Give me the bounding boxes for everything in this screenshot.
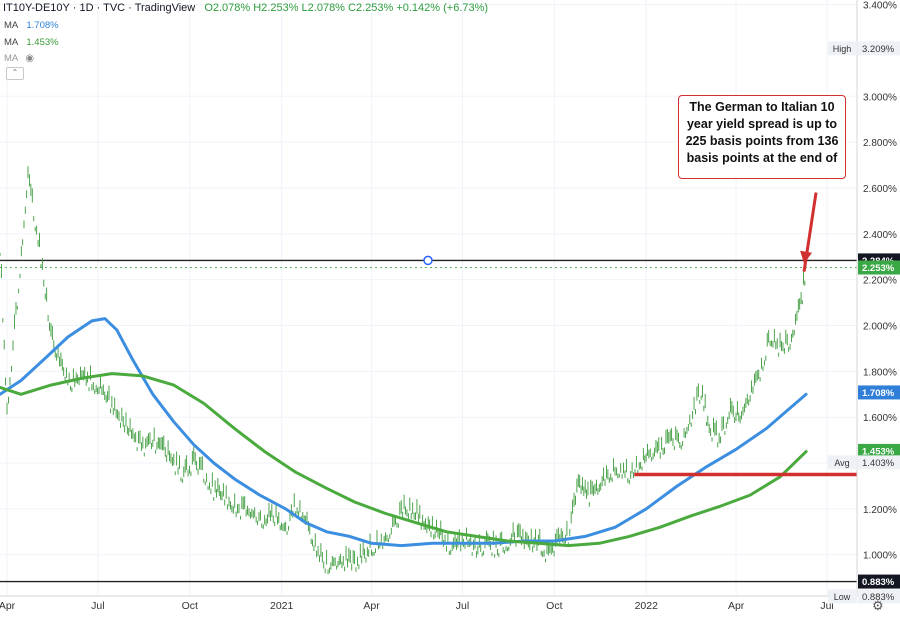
separator: · <box>72 2 80 14</box>
price-label-tag-bg <box>828 589 857 604</box>
ma-label: MA <box>4 53 18 64</box>
price-label-tag: Avg <box>834 458 849 468</box>
price-label-bg <box>858 260 900 275</box>
y-tick-label: 2.800% <box>863 138 897 149</box>
grid-lines <box>0 0 857 596</box>
ma-value: 1.708% <box>26 20 59 31</box>
annotation-line: year yield spread is up to <box>686 117 838 131</box>
ma-label: MA <box>4 37 18 48</box>
y-tick-label: 1.200% <box>863 505 897 516</box>
y-tick-label: 2.400% <box>863 230 897 241</box>
x-tick-label: Jul <box>91 600 104 612</box>
price-label-value: 0.883% <box>862 577 895 588</box>
data-source: TVC <box>103 2 126 14</box>
price-label-tag-bg <box>828 41 857 56</box>
legend-header[interactable]: IT10Y-DE10Y · 1D · TVC · TradingView O2.… <box>3 2 488 14</box>
price-label-value: 2.253% <box>862 263 895 274</box>
level-line-handle <box>423 255 433 266</box>
price-label-tag: Low <box>834 592 851 602</box>
price-labels: High3.209%2.284%2.253%1.708%1.453%Avg1.4… <box>828 41 900 604</box>
ma-line-fast <box>0 317 808 548</box>
price-label-tag-bg <box>828 455 857 470</box>
annotation-line: The German to Italian 10 <box>689 100 835 114</box>
price-label-value: 1.403% <box>862 458 895 469</box>
price-label-bg <box>858 443 900 458</box>
timeframe: 1D <box>79 2 94 14</box>
ma-legend-hidden[interactable]: MA ◉ <box>4 53 34 64</box>
y-tick-label: 1.000% <box>863 551 897 562</box>
price-label-bg <box>858 589 900 604</box>
separator: · <box>96 2 104 14</box>
price-label-bg <box>858 41 900 56</box>
y-tick-label: 3.400% <box>863 1 897 12</box>
x-tick-label: 2022 <box>635 600 659 612</box>
x-tick-label: Apr <box>363 600 380 612</box>
x-tick-label: Apr <box>728 600 745 612</box>
ma-line-slow <box>0 372 808 548</box>
y-tick-label: 2.200% <box>863 276 897 287</box>
y-tick-label: 2.600% <box>863 184 897 195</box>
ohlc-values: O2.078% H2.253% L2.078% C2.253% +0.142% … <box>204 2 489 14</box>
price-label-value: 0.883% <box>862 592 895 603</box>
annotation-line: 225 basis points from 136 <box>685 134 839 148</box>
x-tick-label: Oct <box>546 600 562 612</box>
annotation-layer <box>634 192 857 477</box>
price-label-bg <box>858 385 900 400</box>
y-tick-label: 3.000% <box>863 92 897 103</box>
y-tick-label: 2.000% <box>863 322 897 333</box>
ma-legend-fast[interactable]: MA 1.708% <box>4 20 59 31</box>
symbol-name: IT10Y-DE10Y <box>3 2 70 14</box>
platform-name: TradingView <box>134 2 196 14</box>
separator: · <box>128 2 135 14</box>
y-tick-label: 1.800% <box>863 367 897 378</box>
price-label-tag: High <box>833 44 852 54</box>
y-tick-label: 1.600% <box>863 413 897 424</box>
settings-gear-icon[interactable]: ⚙ <box>872 598 884 613</box>
eye-hidden-icon[interactable]: ◉ <box>25 53 35 64</box>
price-label-value: 3.209% <box>862 44 895 55</box>
x-tick-label: Oct <box>182 600 198 612</box>
x-tick-label: Apr <box>0 600 16 612</box>
price-label-value: 1.708% <box>862 388 895 399</box>
price-label-bg <box>858 574 900 589</box>
ma-value: 1.453% <box>26 37 59 48</box>
series-layer <box>0 166 808 575</box>
ma-legend-slow[interactable]: MA 1.453% <box>4 37 59 48</box>
reference-lines <box>0 255 857 583</box>
annotation-line: basis points at the end of <box>686 151 838 165</box>
ma-label: MA <box>4 20 18 31</box>
price-label-bg <box>858 455 900 470</box>
x-tick-label: Jul <box>456 600 469 612</box>
annotation-arrow-head <box>800 250 812 264</box>
x-tick-label: 2021 <box>270 600 294 612</box>
collapse-legend-button[interactable]: ⌃ <box>6 67 24 80</box>
annotation-box: The German to Italian 10 year yield spre… <box>678 95 846 179</box>
price-label-value: 1.453% <box>862 446 895 457</box>
